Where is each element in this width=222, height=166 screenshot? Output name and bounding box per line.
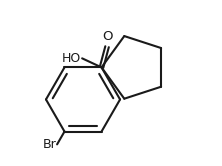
Text: O: O (102, 30, 112, 43)
Text: Br: Br (43, 138, 56, 151)
Text: HO: HO (62, 52, 81, 65)
